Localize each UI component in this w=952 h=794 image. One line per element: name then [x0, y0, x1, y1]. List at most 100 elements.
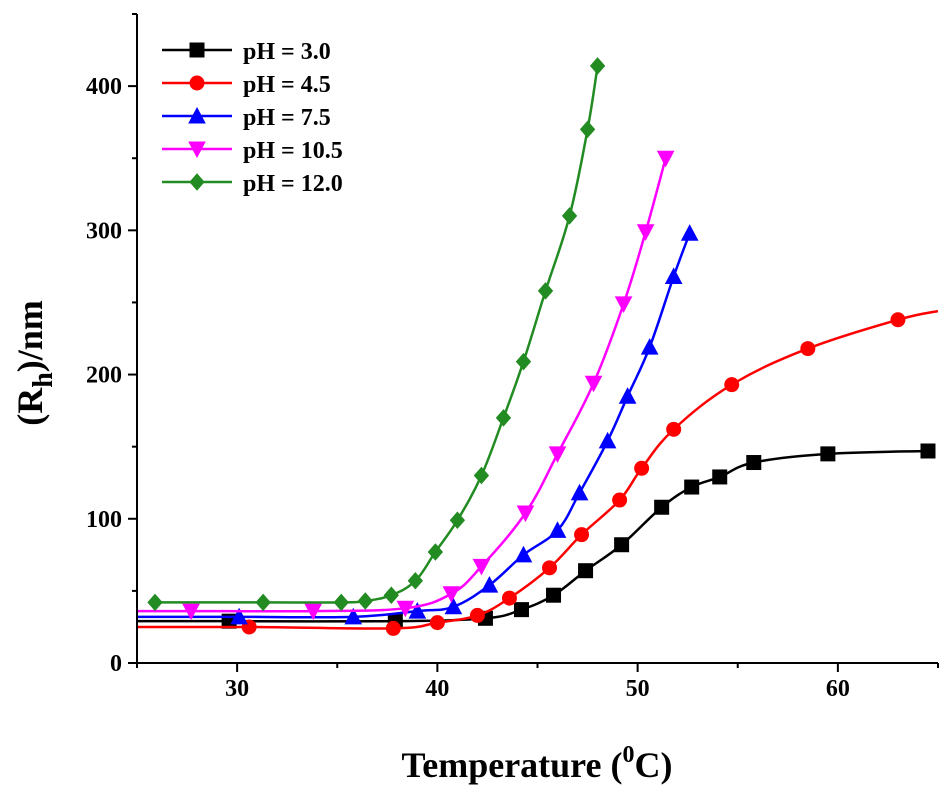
data-point [589, 57, 606, 75]
series-4 [147, 57, 606, 612]
series-layer [137, 57, 938, 636]
data-point [407, 572, 424, 590]
series-line [137, 157, 667, 613]
data-point [513, 602, 529, 618]
data-point [495, 409, 512, 427]
data-point [344, 607, 363, 625]
y-tick-label: 400 [86, 74, 122, 100]
data-point [473, 466, 490, 485]
data-point [724, 377, 740, 393]
data-point [147, 593, 163, 612]
legend-marker [189, 42, 205, 58]
data-point [442, 586, 461, 603]
data-point [396, 600, 415, 618]
x-tick-label: 30 [225, 676, 249, 702]
data-point [640, 338, 659, 355]
data-point [537, 282, 554, 300]
x-tick-label: 40 [425, 676, 449, 702]
data-point [472, 558, 491, 576]
data-point [333, 593, 349, 612]
data-point [578, 563, 594, 579]
data-point [480, 576, 499, 593]
data-point [561, 207, 578, 225]
data-point [664, 267, 683, 284]
series-line [137, 449, 929, 623]
data-point [656, 150, 675, 168]
data-point [618, 387, 637, 404]
legend-item: pH = 3.0 [162, 39, 331, 65]
data-point [680, 224, 699, 241]
data-point [712, 469, 728, 485]
data-point [501, 590, 517, 606]
data-point [548, 446, 567, 463]
data-point [684, 479, 700, 495]
x-tick-label: 50 [626, 676, 650, 702]
data-point [429, 615, 445, 631]
data-point [357, 592, 373, 610]
data-point [570, 483, 589, 501]
data-point [598, 431, 617, 449]
data-point [614, 537, 630, 553]
y-tick-label: 0 [110, 651, 122, 677]
legend-label: pH = 12.0 [243, 171, 343, 197]
legend-item: pH = 4.5 [162, 72, 331, 98]
data-point [636, 224, 655, 241]
data-point [579, 120, 596, 139]
legend-label: pH = 3.0 [243, 39, 331, 65]
data-point [548, 521, 567, 538]
data-point [574, 527, 590, 543]
series-2 [137, 224, 699, 625]
series-line [137, 232, 691, 619]
legend-label: pH = 7.5 [243, 105, 331, 131]
data-point [469, 607, 485, 623]
data-point [654, 499, 670, 515]
series-line [155, 65, 599, 604]
legend-marker [189, 75, 205, 91]
ticks-layer: 30 40 50 60 0 100 200 300 400 [86, 13, 939, 702]
legend-label: pH = 10.5 [243, 138, 343, 164]
data-point [427, 543, 444, 561]
data-point [614, 296, 633, 313]
data-point [514, 545, 533, 563]
data-point [385, 620, 401, 636]
legend-marker [188, 106, 206, 124]
legend-item: pH = 7.5 [162, 105, 331, 131]
y-tick-label: 200 [86, 363, 122, 389]
legend-item: pH = 10.5 [162, 138, 343, 164]
data-point [542, 560, 558, 576]
data-point [255, 593, 271, 612]
series-3 [137, 150, 675, 621]
data-point [584, 375, 603, 393]
data-point [304, 603, 323, 621]
x-tick-label: 60 [826, 676, 850, 702]
data-point [449, 511, 466, 529]
legend-item: pH = 12.0 [162, 171, 343, 197]
data-point [634, 460, 650, 476]
data-point [230, 607, 248, 625]
data-point [820, 446, 836, 462]
data-point [546, 587, 562, 603]
data-point [383, 586, 399, 604]
legend: pH = 3.0 pH = 4.5 pH = 7.5 pH = 10.5 pH = 12… [162, 39, 343, 197]
data-point [890, 312, 906, 328]
series-0 [137, 443, 936, 629]
data-point [746, 455, 762, 471]
legend-label: pH = 4.5 [243, 72, 331, 98]
data-point [444, 597, 463, 615]
data-point [516, 505, 535, 523]
legend-marker [189, 173, 205, 191]
y-axis-title: (Rh)/nm [10, 300, 59, 426]
series-line [137, 309, 938, 630]
y-tick-label: 100 [86, 507, 122, 533]
y-tick-label: 300 [86, 218, 122, 244]
legend-marker [188, 141, 206, 159]
x-axis-title: Temperature (0C) [402, 742, 673, 785]
data-point [515, 352, 532, 371]
data-point [800, 341, 816, 357]
data-point [612, 492, 628, 508]
data-point [182, 603, 200, 621]
series-1 [137, 309, 938, 636]
data-point [920, 443, 936, 459]
data-point [408, 602, 427, 619]
